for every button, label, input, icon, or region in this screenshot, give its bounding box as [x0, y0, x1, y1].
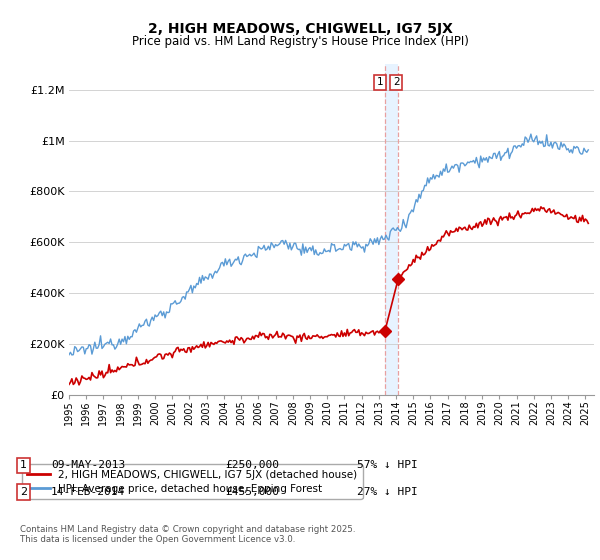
Text: 2, HIGH MEADOWS, CHIGWELL, IG7 5JX: 2, HIGH MEADOWS, CHIGWELL, IG7 5JX	[148, 22, 452, 36]
Text: 27% ↓ HPI: 27% ↓ HPI	[357, 487, 418, 497]
Text: 14-FEB-2014: 14-FEB-2014	[51, 487, 125, 497]
Text: £250,000: £250,000	[225, 460, 279, 470]
Text: 1: 1	[20, 460, 27, 470]
Legend: 2, HIGH MEADOWS, CHIGWELL, IG7 5JX (detached house), HPI: Average price, detache: 2, HIGH MEADOWS, CHIGWELL, IG7 5JX (deta…	[22, 464, 362, 499]
Text: Price paid vs. HM Land Registry's House Price Index (HPI): Price paid vs. HM Land Registry's House …	[131, 35, 469, 48]
Text: 57% ↓ HPI: 57% ↓ HPI	[357, 460, 418, 470]
Text: £455,000: £455,000	[225, 487, 279, 497]
Text: Contains HM Land Registry data © Crown copyright and database right 2025.
This d: Contains HM Land Registry data © Crown c…	[20, 525, 355, 544]
Text: 09-MAY-2013: 09-MAY-2013	[51, 460, 125, 470]
Text: 2: 2	[393, 77, 400, 87]
Text: 1: 1	[377, 77, 383, 87]
Text: 2: 2	[20, 487, 27, 497]
Bar	[385, 64, 398, 395]
